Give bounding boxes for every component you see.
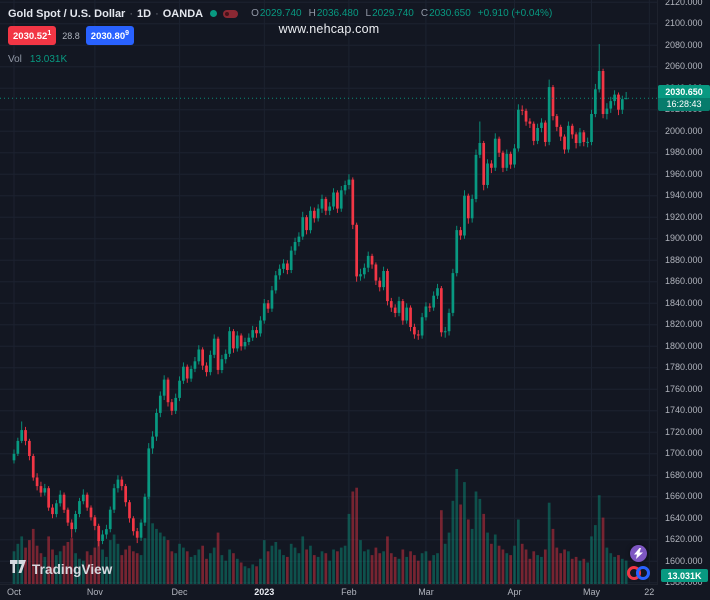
price-axis-label: 1740.000 (665, 405, 703, 416)
volume-row: Vol 13.031K (8, 50, 552, 69)
price-axis-label: 1620.000 (665, 534, 703, 545)
low-value: 2029.740 (372, 8, 414, 19)
price-axis-label: 1660.000 (665, 491, 703, 502)
price-axis-label: 1780.000 (665, 362, 703, 373)
time-axis-label: Oct (6, 587, 21, 597)
market-status-dot-icon (210, 10, 218, 17)
exchange-label: OANDA (162, 7, 204, 20)
price-axis-label: 1840.000 (665, 297, 703, 308)
close-value: 2030.650 (429, 8, 471, 19)
time-axis-label: Nov (86, 587, 103, 597)
bid-ask-row: 2030.521 28.8 2030.809 (8, 26, 552, 45)
price-axis-label: 1940.000 (665, 190, 703, 201)
price-axis-label: 1580.000 (665, 577, 703, 588)
interval-label[interactable]: 1D (137, 7, 152, 20)
floating-buttons (627, 545, 650, 580)
price-axis-label: 2100.000 (665, 18, 703, 29)
price-axis-label: 1880.000 (665, 254, 703, 265)
time-axis-label: 2023 (254, 587, 275, 597)
tradingview-logo-text: TradingView (32, 561, 113, 577)
spread-value: 28.8 (62, 30, 80, 41)
price-axis-label: 1640.000 (665, 512, 703, 523)
volume-axis-badge: 13.031K (661, 569, 708, 582)
volume-value: 13.031K (29, 54, 68, 65)
price-axis-label: 1680.000 (665, 469, 703, 480)
chart-legend: Gold Spot / U.S. Dollar · 1D · OANDA O20… (8, 4, 552, 69)
open-value: 2029.740 (259, 8, 302, 19)
broker-pair-button[interactable] (627, 566, 650, 580)
time-axis-label: Mar (418, 587, 434, 597)
time-axis[interactable]: Oct Nov Dec 2023 Feb Mar Apr May 22 (0, 584, 658, 600)
lightning-bolt-icon (634, 548, 643, 559)
candlestick-chart-canvas[interactable] (0, 0, 658, 585)
price-axis-label: 1720.000 (665, 426, 703, 437)
ohlc-values: O2029.740 H2036.480 L2029.740 C2030.650 … (251, 8, 553, 19)
symbol-row: Gold Spot / U.S. Dollar · 1D · OANDA O20… (8, 4, 552, 23)
last-price-label: 2030.650 16:28:43 (658, 85, 710, 112)
last-price-value: 2030.650 (658, 85, 710, 99)
tradingview-logo[interactable]: TradingView (10, 560, 112, 578)
tradingview-mark-icon (10, 560, 26, 578)
time-axis-label: Apr (507, 587, 522, 597)
blue-circle-icon (636, 566, 650, 580)
price-axis-label: 1700.000 (665, 448, 703, 459)
price-axis-label: 1860.000 (665, 276, 703, 287)
watermark: www.nehcap.com (278, 22, 380, 36)
axis-corner (658, 585, 710, 600)
price-axis-label: 1920.000 (665, 211, 703, 222)
time-axis-label: 22 (644, 587, 655, 597)
time-axis-label: Feb (341, 587, 357, 597)
ask-price-button[interactable]: 2030.809 (85, 26, 135, 45)
price-axis-label: 1820.000 (665, 319, 703, 330)
price-axis-label: 2000.000 (665, 125, 703, 136)
bid-price-button[interactable]: 2030.521 (8, 26, 57, 45)
volume-label: Vol (8, 54, 22, 65)
price-axis-label: 1900.000 (665, 233, 703, 244)
time-axis-label: Dec (171, 587, 188, 597)
separator: · (129, 7, 134, 20)
price-axis-label: 1600.000 (665, 555, 703, 566)
change-value: +0.910 (+0.04%) (477, 8, 553, 19)
bar-countdown: 16:28:43 (658, 98, 710, 112)
price-axis-label: 1960.000 (665, 168, 703, 179)
price-axis-label: 1760.000 (665, 383, 703, 394)
symbol-title[interactable]: Gold Spot / U.S. Dollar (8, 7, 126, 20)
high-value: 2036.480 (316, 8, 359, 19)
price-axis-label: 1980.000 (665, 147, 703, 158)
price-axis-label: 2060.000 (665, 61, 703, 72)
price-axis-label: 1800.000 (665, 340, 703, 351)
lightning-button[interactable] (630, 545, 647, 562)
time-axis-label: May (582, 587, 600, 597)
price-axis-label: 2080.000 (665, 39, 703, 50)
legend-toggle-icon[interactable] (223, 9, 239, 18)
price-axis-label: 2120.000 (665, 0, 703, 7)
separator: · (155, 7, 159, 20)
